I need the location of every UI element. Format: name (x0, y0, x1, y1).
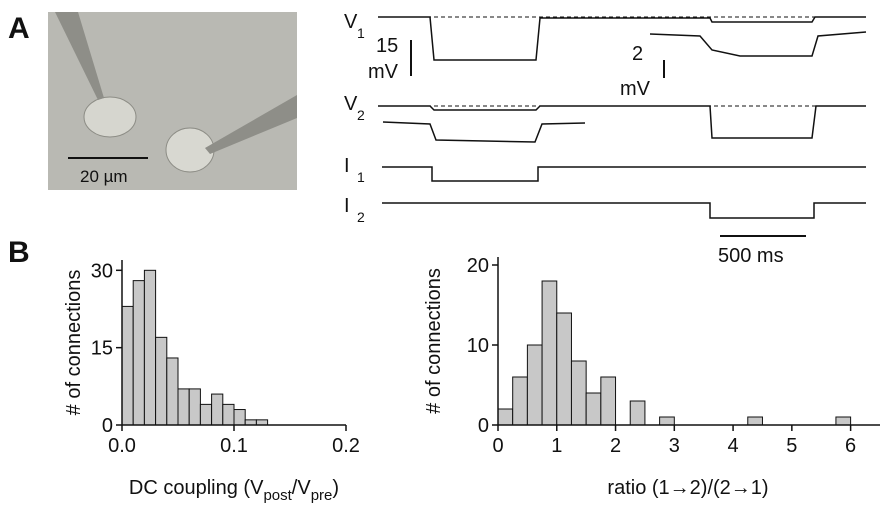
x-label-part: ratio (1→2)/(2→1) (607, 477, 768, 499)
bar (255, 419, 269, 426)
bar (222, 403, 235, 426)
trace-subscript: 1 (357, 25, 365, 41)
traces: 15 mV 2 mV 500 ms (368, 16, 867, 267)
x-tick-label: 6 (845, 435, 856, 457)
bar (556, 312, 572, 426)
x-tick-label: 4 (728, 435, 739, 457)
scale-value: 2 (632, 43, 643, 65)
bar (211, 393, 224, 426)
bar (541, 280, 558, 426)
x-label-part: pre (311, 487, 333, 504)
scale-value: 15 (376, 35, 398, 57)
bar (835, 416, 852, 426)
scale-label: 20 µm (80, 167, 128, 186)
bar (747, 416, 763, 426)
trace-name: I (344, 195, 350, 217)
x-tick-label: 3 (669, 435, 680, 457)
bar (629, 400, 646, 426)
bar (659, 416, 675, 426)
bar (188, 388, 201, 426)
y-tick-label: 10 (467, 335, 489, 357)
y-tick-label: 0 (102, 415, 113, 437)
bar (166, 357, 179, 426)
x-tick-label: 0.1 (220, 435, 248, 457)
bar (600, 376, 617, 426)
bar (585, 392, 602, 426)
bar (512, 376, 528, 426)
bar (177, 388, 190, 426)
panel-label: A (8, 12, 30, 45)
trace-name: V (344, 11, 358, 33)
trace-name: I (344, 155, 350, 177)
x-tick-label: 0.2 (332, 435, 360, 457)
bar (132, 280, 145, 426)
bar (155, 336, 168, 426)
x-tick-label: 0 (492, 435, 503, 457)
bar (570, 360, 587, 426)
time-bar-label: 500 ms (718, 245, 784, 267)
panel-label: B (8, 236, 30, 269)
y-tick-label: 30 (91, 260, 113, 282)
scale-unit: mV (368, 61, 399, 83)
x-axis-label: DC coupling (Vpost/Vpre) (129, 477, 339, 504)
y-axis-label: # of connections (423, 268, 445, 414)
y-tick-label: 0 (478, 415, 489, 437)
bar (526, 344, 543, 426)
trace-subscript: 2 (357, 107, 365, 123)
x-label-part: ) (332, 477, 339, 499)
y-axis-label: # of connections (63, 270, 85, 416)
trace-subscript: 2 (357, 209, 365, 225)
y-tick-label: 15 (91, 338, 113, 360)
x-tick-label: 2 (610, 435, 621, 457)
bar (121, 305, 134, 426)
trace-subscript: 1 (357, 169, 365, 185)
x-axis-label: ratio (1→2)/(2→1) (607, 477, 768, 499)
x-tick-label: 0.0 (108, 435, 136, 457)
bar (143, 269, 157, 426)
x-label-part: post (263, 487, 292, 504)
scale-unit: mV (620, 78, 651, 100)
trace-labels: V 1V 2I 1I 2 (344, 11, 365, 225)
bar (497, 408, 514, 426)
y-tick-label: 20 (467, 255, 489, 277)
trace-name: V (344, 93, 358, 115)
x-tick-label: 5 (786, 435, 797, 457)
x-tick-label: 1 (551, 435, 562, 457)
bar (244, 419, 257, 426)
x-label-part: /V (292, 477, 312, 499)
micrograph: 20 µm (48, 12, 297, 190)
bar (233, 409, 246, 426)
bar (199, 403, 213, 426)
x-label-part: DC coupling (V (129, 477, 264, 499)
